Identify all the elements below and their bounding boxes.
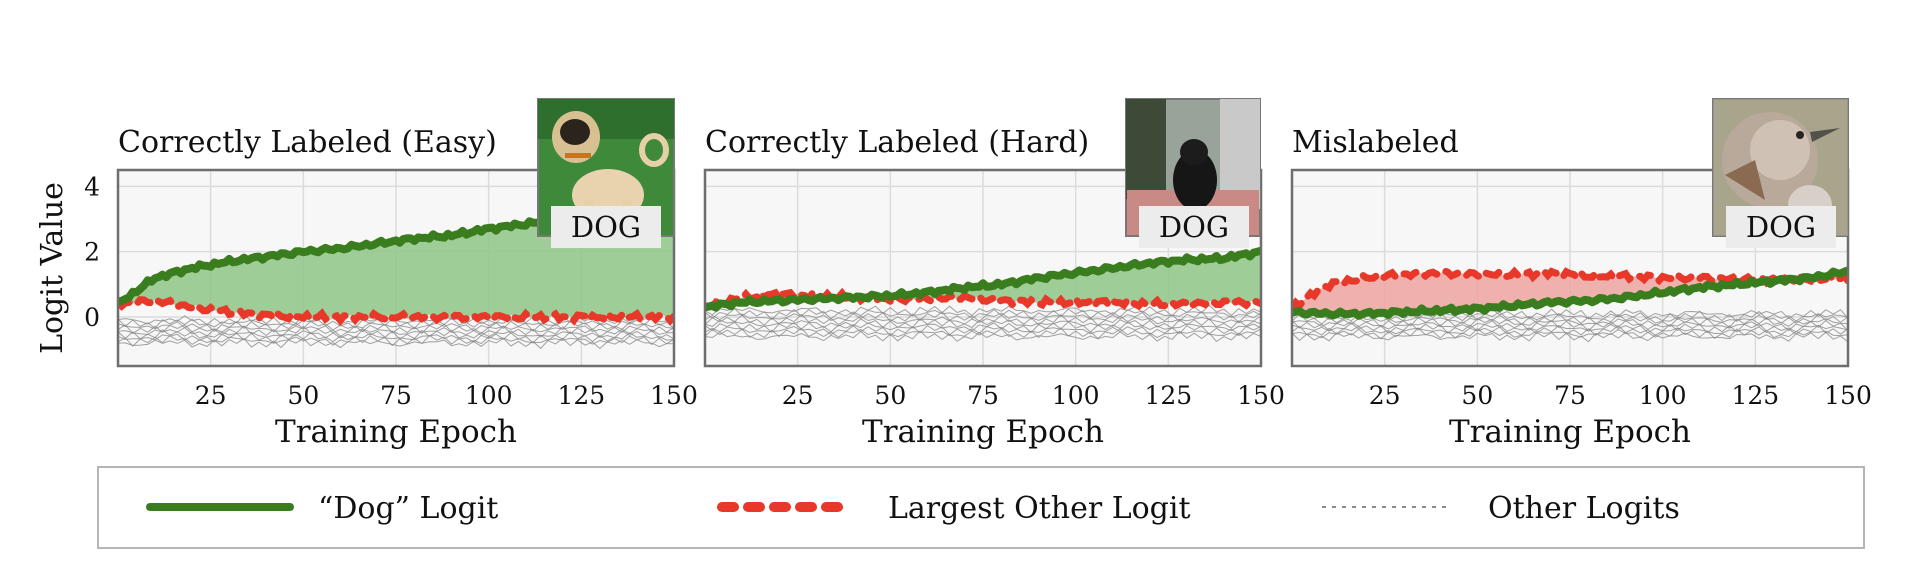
- x-tick-label: 25: [195, 381, 227, 410]
- x-tick-label: 25: [782, 381, 814, 410]
- largest-other-logit-line: [705, 287, 1261, 312]
- largest-other-logit-line: [118, 295, 674, 326]
- panel-title: Mislabeled: [1292, 125, 1459, 160]
- other-logit-line: [1292, 327, 1848, 340]
- other-logit-line: [118, 337, 674, 350]
- panel-title: Correctly Labeled (Easy): [118, 125, 497, 160]
- other-logit-line: [118, 317, 674, 330]
- other-logit-line: [705, 307, 1261, 321]
- x-tick-label: 50: [1461, 381, 1493, 410]
- other-logit-line: [118, 334, 674, 347]
- x-tick-label: 50: [874, 381, 906, 410]
- legend-largest-label: Largest Other Logit: [888, 491, 1191, 526]
- x-tick-label: 150: [1824, 381, 1872, 410]
- dog-logit-line: [705, 246, 1261, 312]
- x-tick-label: 125: [557, 381, 605, 410]
- other-logit-line: [1292, 331, 1848, 343]
- x-axis-label: Training Epoch: [1449, 414, 1691, 450]
- other-logit-line: [1292, 316, 1848, 328]
- x-tick-label: 150: [1237, 381, 1285, 410]
- x-tick-label: 100: [465, 381, 513, 410]
- plot-frame: [703, 168, 1263, 368]
- x-tick-label: 25: [1369, 381, 1401, 410]
- x-tick-label: 100: [1052, 381, 1100, 410]
- other-logit-line: [705, 311, 1261, 323]
- other-logit-line: [118, 331, 674, 344]
- legend-dog-label: “Dog” Logit: [318, 491, 498, 526]
- other-logit-line: [1292, 319, 1848, 332]
- dog-badge: DOG: [551, 206, 661, 248]
- other-logit-line: [705, 318, 1261, 329]
- legend-box: [97, 466, 1865, 549]
- fill-between: [118, 207, 674, 321]
- plot-frame: [116, 168, 676, 368]
- fill-between: [705, 250, 1261, 308]
- other-logit-line: [118, 323, 674, 335]
- x-axis-label: Training Epoch: [275, 414, 517, 450]
- dog-badge: DOG: [1139, 206, 1249, 248]
- panel-title: Correctly Labeled (Hard): [705, 125, 1089, 160]
- plot-area: 25 50 75 100 125 150 Training Epoch: [1290, 168, 1872, 450]
- y-tick-label: 2: [84, 238, 100, 267]
- other-logit-line: [705, 330, 1261, 343]
- x-tick-label: 75: [380, 381, 412, 410]
- svg-text:DOG: DOG: [1746, 210, 1816, 244]
- other-logit-line: [705, 313, 1261, 326]
- panel-mislabeled: Mislabeled 25 50 75 100 125 150 Training Epoch: [1290, 125, 1872, 450]
- x-tick-label: 75: [967, 381, 999, 410]
- plot-frame: [1290, 168, 1850, 368]
- svg-text:DOG: DOG: [571, 210, 641, 244]
- y-axis-label: Logit Value: [35, 182, 70, 354]
- x-tick-label: 125: [1144, 381, 1192, 410]
- x-tick-label: 50: [287, 381, 319, 410]
- x-tick-label: 150: [650, 381, 698, 410]
- other-logit-line: [705, 324, 1261, 337]
- other-logit-line: [705, 321, 1261, 334]
- other-logit-line: [1292, 322, 1848, 334]
- y-tick-label: 4: [84, 172, 100, 201]
- other-logit-line: [1292, 324, 1848, 336]
- other-logit-line: [118, 320, 674, 333]
- dog-logit-line: [1292, 266, 1848, 320]
- x-tick-label: 125: [1731, 381, 1779, 410]
- other-logit-line: [1292, 312, 1848, 325]
- x-tick-label: 75: [1554, 381, 1586, 410]
- svg-text:DOG: DOG: [1159, 210, 1229, 244]
- y-tick-label: 0: [84, 303, 100, 332]
- x-tick-label: 100: [1639, 381, 1687, 410]
- x-axis-label: Training Epoch: [862, 414, 1104, 450]
- other-logit-line: [705, 327, 1261, 340]
- other-logit-line: [118, 325, 674, 338]
- legend-others-label: Other Logits: [1488, 491, 1680, 526]
- legend: “Dog” Logit Largest Other Logit Other Lo…: [97, 466, 1865, 549]
- other-logit-line: [118, 329, 674, 340]
- dog-badge: DOG: [1726, 206, 1836, 248]
- other-logit-line: [705, 304, 1261, 317]
